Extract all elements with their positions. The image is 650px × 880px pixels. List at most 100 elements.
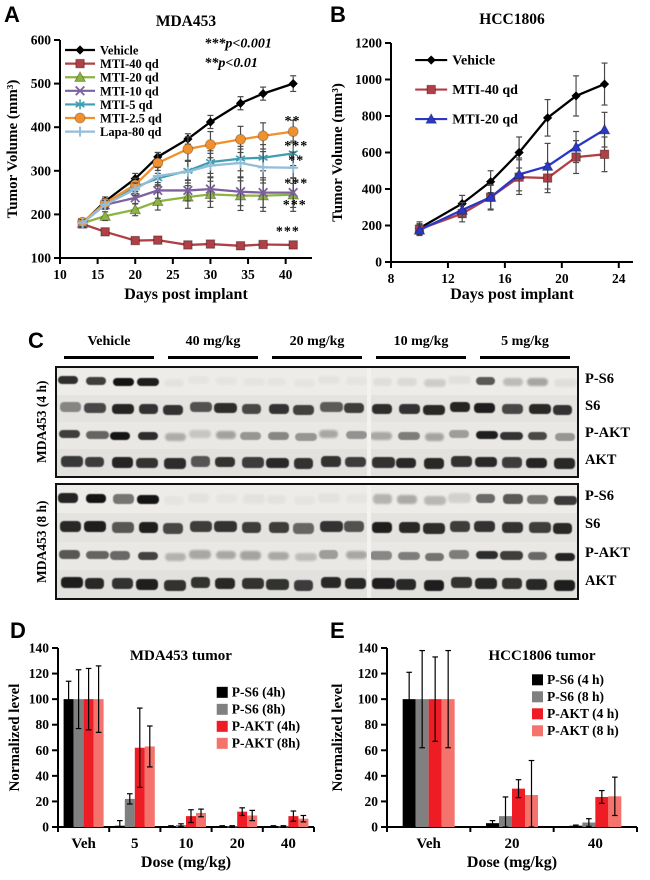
blot-row-label: P-S6 xyxy=(585,488,614,505)
blot-band xyxy=(450,456,473,467)
legend: Vehicle MTI-40 qd MTI-20 qd xyxy=(415,54,518,128)
blot-band xyxy=(397,551,420,561)
blot-box-4h xyxy=(55,366,579,478)
panel-letter-b: B xyxy=(330,2,346,27)
marker-square xyxy=(205,239,216,249)
bar xyxy=(73,699,84,827)
blot-band xyxy=(424,495,446,506)
blot-band xyxy=(502,377,524,386)
marker-x xyxy=(235,186,246,197)
blot-band xyxy=(396,457,416,469)
bar xyxy=(124,798,135,827)
blot-band xyxy=(216,494,238,504)
y-axis-label: Normalized level xyxy=(7,684,23,792)
y-tick-label: 600 xyxy=(362,145,383,160)
blot-band xyxy=(293,579,313,591)
marker-triangle xyxy=(129,203,142,215)
blot-band xyxy=(344,521,364,533)
blot-band xyxy=(552,523,573,535)
marker-diamond xyxy=(599,79,610,89)
marker-square xyxy=(75,58,85,69)
panel-letter-a: A xyxy=(4,2,20,27)
blot-band xyxy=(164,378,184,387)
marker-triangle xyxy=(484,190,497,202)
marker-triangle xyxy=(151,195,164,207)
blot-band xyxy=(396,494,418,505)
blot-band xyxy=(346,550,367,560)
blot-band xyxy=(476,550,498,560)
blot-membrane-gap xyxy=(367,485,371,598)
blot-band xyxy=(372,578,395,590)
blot-band xyxy=(60,520,81,532)
legend: P-S6 (4 h) P-S6 (8 h) P-AKT (4 h) P-AKT (8 … xyxy=(532,672,619,738)
y-tick-label: 0 xyxy=(375,255,382,270)
legend-label: MTI-20 qd xyxy=(452,113,518,128)
blot-band xyxy=(371,403,392,414)
blot-group-underline xyxy=(64,356,154,359)
blot-band xyxy=(344,456,367,468)
y-tick-label: 80 xyxy=(36,717,50,732)
blot-band xyxy=(320,456,342,467)
blot-band xyxy=(268,522,290,534)
blot-band xyxy=(86,430,109,439)
blot-row-label: P-S6 xyxy=(585,370,614,387)
marker-circle xyxy=(152,157,164,169)
panel-letter-e: E xyxy=(330,618,345,643)
marker-square xyxy=(426,84,436,95)
blot-band xyxy=(242,457,264,468)
blot-row xyxy=(57,422,577,449)
blot-band xyxy=(162,404,184,415)
blot-band xyxy=(344,402,364,413)
blot-band xyxy=(294,496,315,506)
bar xyxy=(402,699,416,827)
blot-band xyxy=(320,520,343,532)
blot-group-header: 5 mg/kg xyxy=(501,334,549,349)
blot-band xyxy=(450,520,470,532)
marker-circle xyxy=(182,143,194,155)
legend-label: P-S6 (4 h) xyxy=(547,672,604,687)
blot-row-label: S6 xyxy=(585,397,601,414)
blot-band xyxy=(396,578,416,590)
marker-diamond xyxy=(288,79,298,89)
blot-band xyxy=(372,377,393,386)
blot-band xyxy=(422,404,446,415)
blot-band xyxy=(500,551,523,560)
category-label: 10 xyxy=(179,836,194,852)
blot-band xyxy=(268,404,290,415)
legend-label: P-AKT (8 h) xyxy=(547,723,619,738)
y-tick-label: 80 xyxy=(365,717,379,732)
marker-x xyxy=(288,187,299,198)
y-tick-label: 400 xyxy=(362,182,383,197)
blot-side-label: MDA453 (8 h) xyxy=(34,500,49,583)
blot-band xyxy=(371,521,392,533)
blot-band xyxy=(190,520,212,532)
blot-row-label: P-AKT xyxy=(585,424,631,441)
marker-triangle xyxy=(570,140,583,152)
y-tick-label: 1200 xyxy=(355,36,382,51)
blot-band xyxy=(136,378,160,387)
y-tick-label: 40 xyxy=(36,768,50,783)
blot-band xyxy=(240,431,261,440)
blot-group-header: 40 mg/kg xyxy=(185,334,241,349)
bar xyxy=(512,788,525,827)
blot-band xyxy=(346,430,367,439)
blot-band xyxy=(501,521,523,533)
legend-label: MTI-2.5 qd xyxy=(100,112,162,126)
marker-x xyxy=(258,187,269,198)
marker-square xyxy=(183,240,193,250)
legend-label: MTI-40 qd xyxy=(452,83,518,98)
y-tick-label: 100 xyxy=(31,251,52,266)
x-tick-label: 12 xyxy=(441,271,455,286)
legend-swatch xyxy=(532,674,543,686)
chart-e-normalized-levels: 0 20 40 60 80 100 120 140 Veh 20 40 HCC1806 tumor Do… xyxy=(330,641,638,871)
blot-band xyxy=(502,457,522,468)
significance-stars: *** xyxy=(284,176,308,191)
x-tick-label: 10 xyxy=(53,267,67,282)
x-tick-label: 35 xyxy=(241,267,255,282)
blot-band xyxy=(501,403,523,414)
chart-d-normalized-levels: 0 20 40 60 80 100 120 140 Veh 5 10 20 40 MDA453 tumor… xyxy=(7,641,315,871)
y-tick-label: 100 xyxy=(29,692,50,707)
bar xyxy=(441,699,455,827)
blot-band xyxy=(242,494,266,504)
blot-band xyxy=(214,402,237,413)
